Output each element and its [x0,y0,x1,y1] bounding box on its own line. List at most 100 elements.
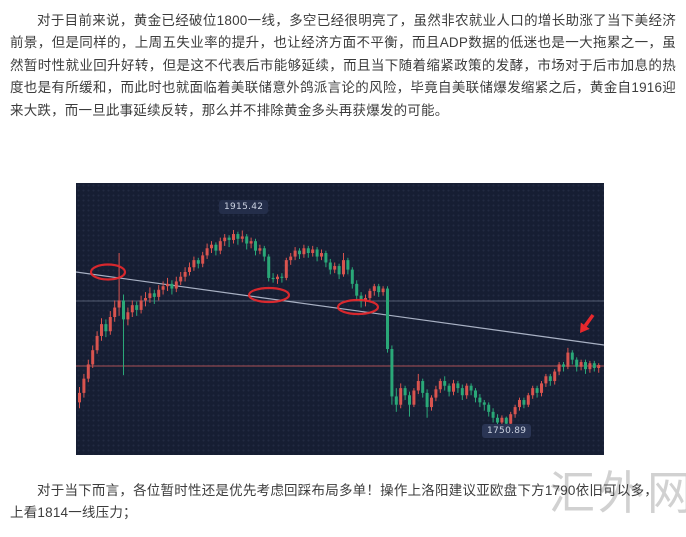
candle-down [460,388,464,396]
candle-up [218,241,222,251]
candle-up [434,389,438,398]
candle-down [482,402,486,405]
candle-down [328,262,332,270]
candle-down [271,277,275,280]
candle-up [113,307,117,318]
candle-up [500,417,504,423]
candle-up [108,317,112,332]
candle-up [144,298,147,301]
candle-down [469,385,473,391]
candle-down [535,388,539,393]
candle-up [130,305,134,313]
candle-up [95,335,99,351]
annotation-ellipse [247,286,291,304]
candle-up [557,364,561,372]
candle-down [394,396,398,405]
candle-up [518,399,521,408]
candle-up [566,352,570,367]
candle-down [227,237,231,240]
candle-up [126,312,130,320]
candle-down [522,399,526,405]
candle-down [570,352,574,360]
annotation-arrow-head [580,322,590,333]
candle-up [100,324,103,336]
candle-up [597,365,601,368]
candle-down [390,349,394,397]
candle-down [425,392,429,408]
candle-up [91,350,95,365]
candle-down [487,404,491,412]
candle-up [117,300,121,308]
candle-up [452,383,455,392]
watermark-text: 汇外网 [549,468,686,519]
candle-down [504,417,508,424]
candle-down [135,305,139,310]
candle-down [359,295,363,302]
candle-down [267,256,271,278]
candle-up [416,381,420,391]
candle-up [579,362,583,367]
candle-up [148,293,152,299]
candle-down [262,248,266,257]
candle-up [531,388,535,396]
candle-up [161,286,165,290]
candle-up [210,244,213,249]
candle-up [372,286,376,291]
candlestick-svg [76,230,604,425]
candle-down [386,288,389,350]
candle-up [82,378,86,393]
candle-up [157,289,161,297]
candle-up [381,288,385,293]
candle-down [306,248,310,254]
candle-down [298,250,301,255]
candle-down [196,260,200,264]
candle-up [249,241,253,244]
annotation-arrow-shaft [583,313,595,327]
candle-up [183,271,187,277]
candle-down [245,236,249,244]
candle-down [474,390,477,398]
article-paragraph-advice: 对于当下而言，各位暂时性还是优先考虑回踩布局多单！操作上洛阳建议亚欧盘下方179… [10,483,658,521]
annotation-ellipse [336,298,380,316]
candle-down [236,234,240,239]
candle-up [276,276,279,280]
candle-down [403,388,407,396]
candle-up [78,392,81,403]
candle-up [284,260,288,278]
candle-up [438,381,442,390]
candle-up [289,256,293,261]
candle-up [223,237,227,242]
candle-up [86,364,90,379]
candle-down [408,395,411,405]
candle-up [509,414,513,424]
candle-up [179,276,183,282]
candle-up [188,267,191,272]
candle-up [399,388,403,405]
candle-down [491,411,495,418]
candle-down [421,381,425,393]
candle-up [368,290,372,299]
candle-up [174,281,178,289]
candle-down [447,385,451,392]
candle-down [355,283,359,296]
candle-down [584,362,587,370]
candle-down [337,266,341,275]
candle-up [526,395,530,405]
annotation-ellipse [89,263,127,281]
candle-up [465,385,469,396]
candle-up [293,250,297,257]
candle-down [104,324,108,332]
candle-up [430,397,433,408]
candle-down [575,359,579,367]
candle-down [280,276,284,278]
candle-up [232,234,235,240]
candle-down [254,241,257,251]
price-label-low: 1750.89 [482,424,532,438]
candle-down [548,376,552,382]
candle-down [456,383,460,389]
candle-down [350,269,354,284]
candle-up [320,253,323,257]
candle-up [553,371,557,382]
candle-up [333,266,337,270]
